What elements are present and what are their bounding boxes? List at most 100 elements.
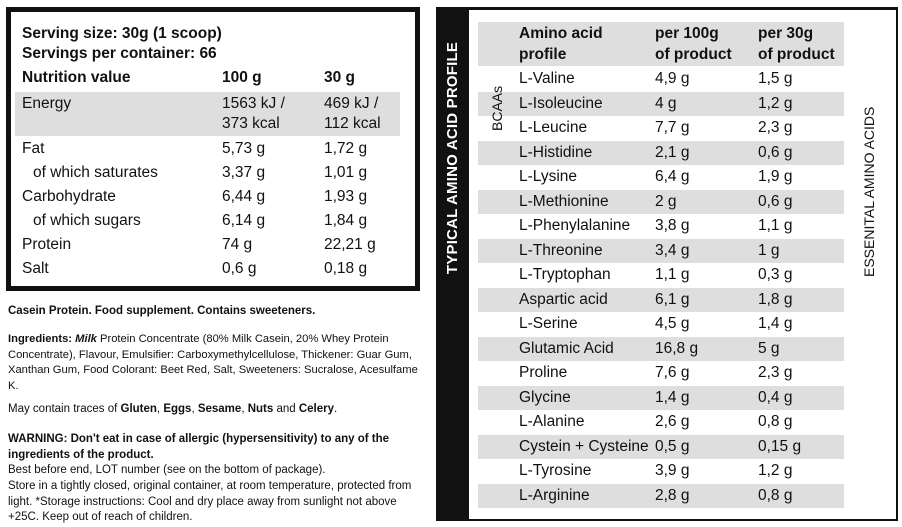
- nutrition-value-30g: 1,72 g: [324, 140, 368, 157]
- amino-name: L-Methionine: [519, 192, 609, 210]
- nutrition-value-30g: 1,01 g: [324, 164, 368, 181]
- best-before-text: Best before end, LOT number (see on the …: [8, 464, 326, 476]
- amino-value-100g: 4,5 g: [655, 315, 690, 332]
- amino-row: L-Tyrosine 3,9 g 1,2 g: [478, 459, 844, 483]
- amino-value-100g: 4 g: [655, 94, 677, 112]
- amino-row: L-Leucine 7,7 g 2,3 g: [478, 116, 844, 140]
- amino-row: L-Histidine 2,1 g 0,6 g: [478, 140, 844, 165]
- ingredients-allergen-milk: Milk: [75, 333, 97, 345]
- nutrition-value-30g: 1,93 g: [324, 188, 368, 205]
- nutrition-value-100g: 3,37 g: [222, 164, 266, 181]
- storage: Store in a tightly closed, original cont…: [8, 479, 426, 526]
- amino-value-30g: 1,4 g: [758, 315, 793, 332]
- amino-value-30g: 1,9 g: [758, 168, 793, 185]
- amino-value-30g: 1,2 g: [758, 462, 793, 479]
- amino-value-100g: 6,1 g: [655, 290, 690, 308]
- nutrition-label: Carbohydrate: [22, 188, 116, 205]
- nutrition-label: of which saturates: [33, 164, 158, 181]
- nutrition-label: Salt: [22, 260, 49, 277]
- amino-row: Proline 7,6 g 2,3 g: [478, 361, 844, 385]
- amino-row: L-Threonine 3,4 g 1 g: [478, 238, 844, 263]
- amino-value-100g: 0,5 g: [655, 437, 690, 455]
- amino-row: L-Methionine 2 g 0,6 g: [478, 189, 844, 214]
- amino-name: Glycine: [519, 388, 571, 406]
- nutrition-value-100g: 6,14 g: [222, 212, 266, 229]
- warning: WARNING: Don't eat in case of allergic (…: [8, 432, 408, 463]
- amino-value-100g: 3,9 g: [655, 462, 690, 479]
- traces-nuts: Nuts: [247, 403, 274, 415]
- nutrition-label: Protein: [22, 236, 72, 253]
- amino-value-100g: 7,6 g: [655, 364, 690, 381]
- nutrition-value-100g: 6,44 g: [222, 188, 266, 205]
- ingredients: Ingredients: Milk Protein Concentrate (8…: [8, 332, 428, 394]
- traces: May contain traces of Gluten, Eggs, Sesa…: [8, 402, 428, 418]
- amino-header-row: Amino acid profile per 100g of product per…: [478, 22, 844, 66]
- traces-end: .: [334, 403, 338, 415]
- amino-name: L-Leucine: [519, 119, 588, 136]
- traces-prefix: May contain traces of: [8, 403, 121, 415]
- amino-value-30g: 0,8 g: [758, 413, 793, 430]
- amino-name: L-Isoleucine: [519, 94, 603, 112]
- traces-gluten: Gluten: [120, 403, 157, 415]
- nutrition-value-30g: 22,21 g: [324, 236, 376, 253]
- amino-value-30g: 2,3 g: [758, 364, 793, 381]
- amino-row: L-Isoleucine 4 g 1,2 g: [478, 91, 844, 116]
- nutrition-header-30g: 30 g: [324, 69, 356, 86]
- amino-row: Aspartic acid 6,1 g 1,8 g: [478, 287, 844, 312]
- nutrition-label: Fat: [22, 140, 45, 157]
- nutrition-table: [6, 7, 420, 291]
- nutrition-value-30g: 469 kJ /: [324, 95, 379, 112]
- warning-text: WARNING: Don't eat in case of allergic (…: [8, 433, 390, 461]
- amino-name: L-Valine: [519, 70, 575, 87]
- amino-row: L-Valine 4,9 g 1,5 g: [478, 67, 844, 91]
- amino-row: L-Lysine 6,4 g 1,9 g: [478, 165, 844, 189]
- amino-value-100g: 1,4 g: [655, 388, 690, 406]
- amino-name: L-Serine: [519, 315, 578, 332]
- product-line: Casein Protein. Food supplement. Contain…: [8, 304, 428, 320]
- amino-value-30g: 0,3 g: [758, 266, 793, 283]
- ingredients-label: Ingredients:: [8, 333, 73, 345]
- traces-and: and: [273, 403, 299, 415]
- traces-separator: ,: [191, 403, 198, 415]
- amino-value-100g: 3,8 g: [655, 217, 690, 234]
- amino-name: L-Arginine: [519, 486, 590, 504]
- amino-value-100g: 3,4 g: [655, 241, 690, 259]
- amino-row: Glutamic Acid 16,8 g 5 g: [478, 336, 844, 361]
- amino-name: L-Tyrosine: [519, 462, 592, 479]
- amino-value-30g: 0,6 g: [758, 143, 793, 161]
- traces-celery: Celery: [298, 403, 335, 415]
- amino-name: L-Phenylalanine: [519, 217, 631, 234]
- amino-row: L-Phenylalanine 3,8 g 1,1 g: [478, 214, 844, 238]
- product-line-text: Casein Protein. Food supplement. Contain…: [8, 305, 316, 317]
- amino-row: L-Alanine 2,6 g 0,8 g: [478, 410, 844, 434]
- amino-value-100g: 6,4 g: [655, 168, 690, 185]
- essential-amino-acids-label: ESSENITAL AMINO ACIDS: [861, 106, 877, 277]
- amino-row: Cystein + Cysteine 0,5 g 0,15 g: [478, 434, 844, 459]
- storage-text: Store in a tightly closed, original cont…: [8, 480, 412, 523]
- amino-value-30g: 5 g: [758, 339, 780, 357]
- amino-value-30g: 1,5 g: [758, 70, 793, 87]
- amino-value-100g: 2,1 g: [655, 143, 690, 161]
- amino-value-100g: 4,9 g: [655, 70, 690, 87]
- nutrition-value-100g: 0,6 g: [222, 260, 257, 277]
- traces-separator: ,: [241, 403, 248, 415]
- nutrition-label: of which sugars: [33, 212, 141, 229]
- amino-name: L-Tryptophan: [519, 266, 611, 283]
- nutrition-value-100g-kcal: 373 kcal: [222, 115, 280, 132]
- amino-value-30g: 0,15 g: [758, 437, 802, 455]
- amino-name: Proline: [519, 364, 568, 381]
- nutrition-header-label: Nutrition value: [22, 69, 131, 86]
- amino-name: Cystein + Cysteine: [519, 437, 649, 455]
- traces-separator: ,: [156, 403, 164, 415]
- amino-value-100g: 2 g: [655, 192, 677, 210]
- amino-header-per100g: per 100g of product: [655, 25, 732, 63]
- nutrition-value-30g: 0,18 g: [324, 260, 368, 277]
- servings-per-container: Servings per container: 66: [22, 45, 217, 62]
- nutrition-value-100g: 5,73 g: [222, 140, 266, 157]
- nutrition-value-30g: 1,84 g: [324, 212, 368, 229]
- amino-row: L-Arginine 2,8 g 0,8 g: [478, 483, 844, 508]
- amino-header-profile: Amino acid profile: [519, 25, 603, 63]
- nutrition-value-30g-kcal: 112 kcal: [324, 115, 381, 132]
- amino-row: L-Serine 4,5 g 1,4 g: [478, 312, 844, 336]
- amino-acid-title: TYPICAL AMINO ACID PROFILE: [444, 41, 461, 275]
